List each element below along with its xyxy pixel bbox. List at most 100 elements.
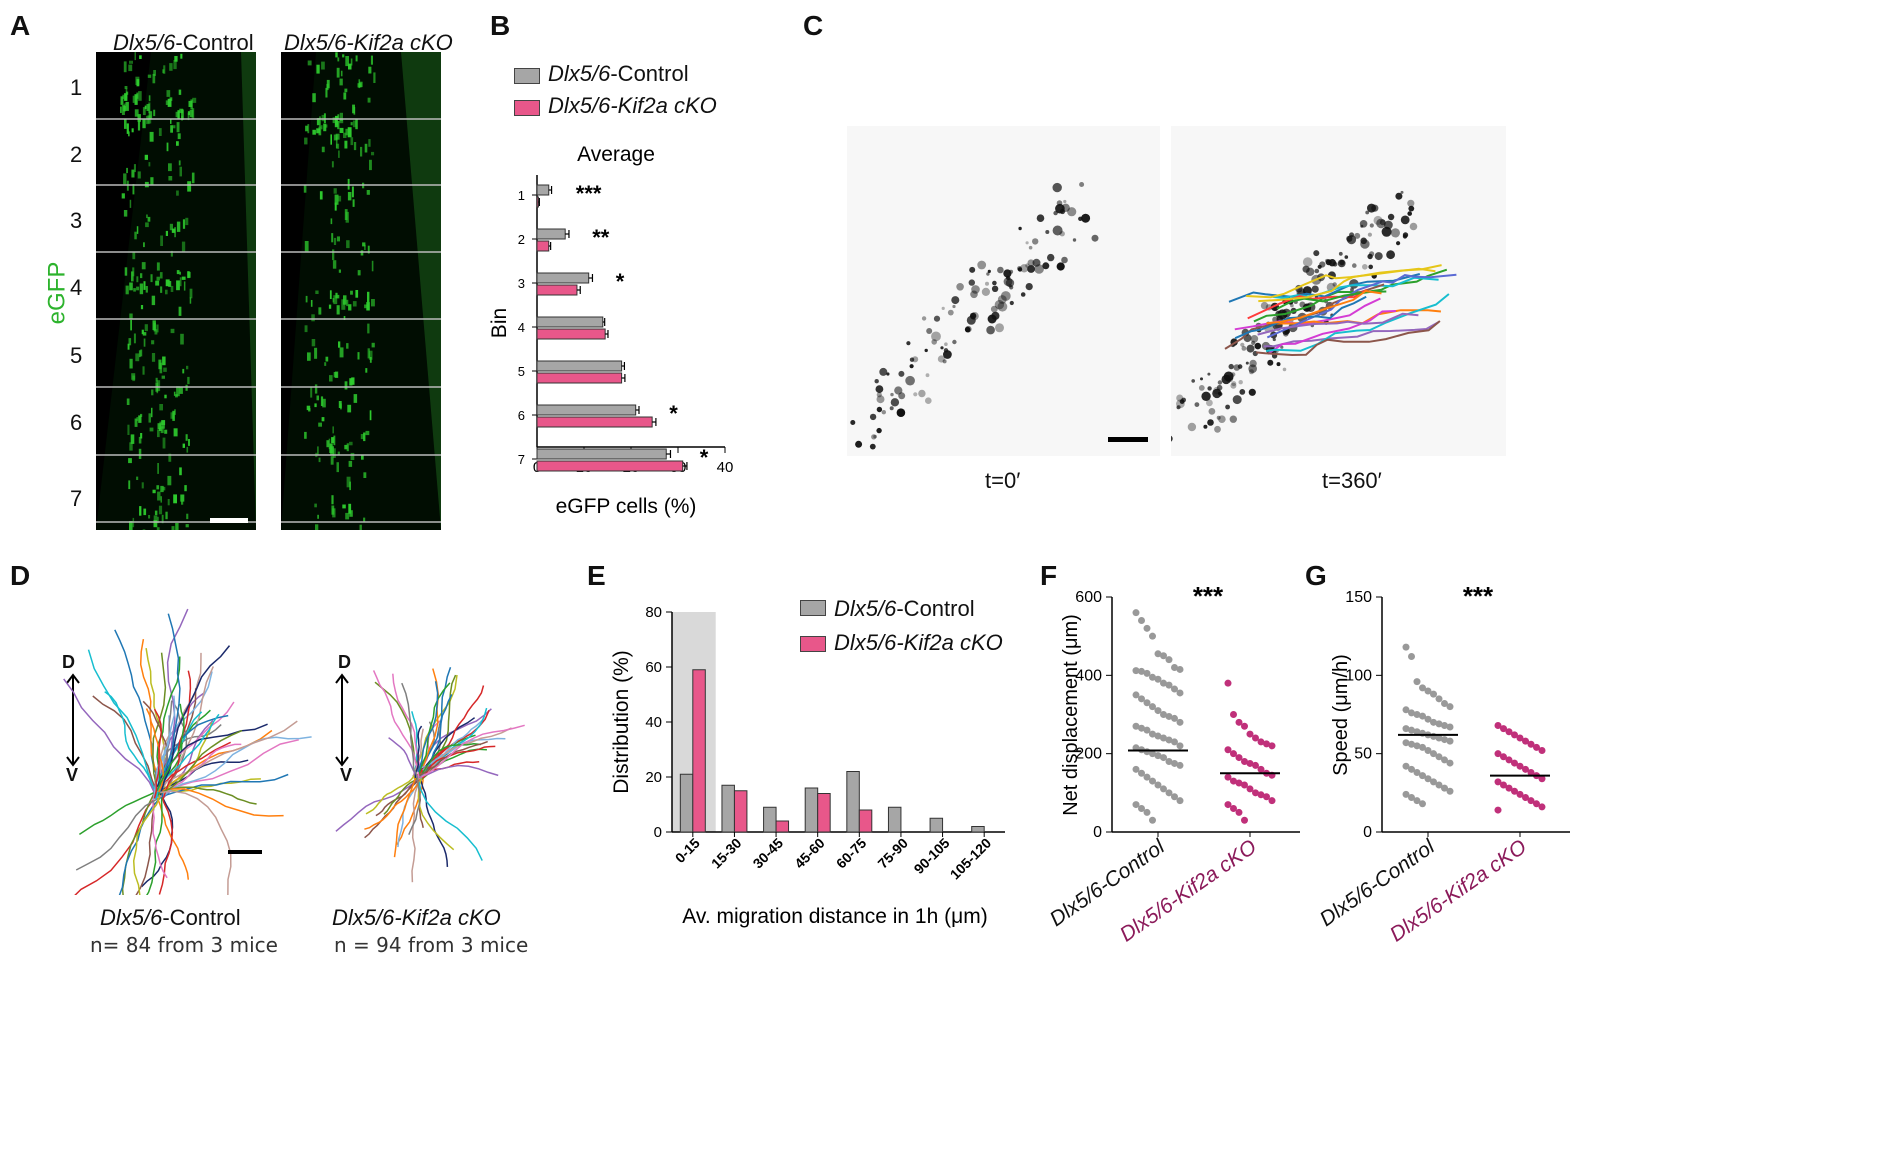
migration-track	[154, 788, 284, 817]
egfp-cell	[346, 443, 349, 452]
dv-arrow-head	[66, 673, 80, 684]
cell-track	[1258, 264, 1442, 303]
chart-b-bar-control	[536, 272, 590, 284]
cell-soma	[1053, 210, 1058, 216]
egfp-cell	[141, 482, 144, 489]
migration-track	[422, 745, 496, 779]
egfp-cell	[321, 61, 325, 70]
egfp-cell	[340, 403, 342, 410]
egfp-cell	[134, 109, 139, 117]
egfp-cell	[162, 486, 166, 491]
chart-b-bar-cko	[536, 196, 539, 208]
egfp-cell	[321, 114, 325, 122]
egfp-cell	[338, 150, 340, 158]
egfp-cell	[184, 485, 187, 492]
chart-b-y-tick-label: 1	[518, 188, 525, 203]
egfp-cell	[138, 436, 142, 444]
chart-b-bar-cko	[536, 416, 653, 428]
cell-soma	[898, 392, 906, 400]
egfp-cell	[339, 347, 344, 358]
egfp-cell	[332, 298, 335, 303]
chart-g-point	[1402, 762, 1410, 770]
panel-label-a: A	[10, 10, 31, 41]
chart-f-point	[1154, 732, 1162, 740]
chart-b-bar-cko	[536, 240, 550, 252]
egfp-cell	[344, 140, 348, 149]
egfp-cell	[142, 332, 147, 336]
panel-d-control-title: Dlx5/6-Control	[100, 905, 241, 930]
cell-soma	[1052, 182, 1062, 193]
egfp-cell	[153, 515, 158, 520]
egfp-cell	[145, 286, 148, 293]
cell-soma	[1239, 389, 1246, 395]
chart-f-point	[1165, 758, 1173, 765]
chart-f-point	[1149, 703, 1156, 711]
egfp-cell	[181, 109, 184, 120]
cell-soma	[1018, 226, 1022, 231]
egfp-cell	[157, 429, 160, 438]
cell-soma	[1225, 404, 1230, 410]
cell-soma	[896, 408, 906, 418]
egfp-cell	[187, 271, 191, 278]
cell-soma	[909, 364, 914, 369]
egfp-cell	[146, 104, 150, 111]
egfp-cell	[330, 456, 334, 465]
chart-f-point	[1160, 785, 1167, 793]
egfp-cell	[156, 384, 159, 394]
egfp-cell	[345, 128, 348, 136]
egfp-cell	[136, 226, 139, 234]
cell-soma	[951, 296, 960, 305]
egfp-cell	[127, 343, 130, 350]
cell-soma	[1212, 388, 1222, 399]
egfp-cell	[134, 52, 136, 61]
egfp-cell	[167, 98, 172, 107]
egfp-cell	[329, 290, 332, 299]
chart-f-point	[1176, 689, 1184, 697]
egfp-cell	[355, 290, 359, 298]
cell-soma	[1311, 285, 1319, 293]
egfp-cell	[336, 236, 340, 242]
cell-soma	[876, 395, 885, 404]
chart-g-point	[1408, 726, 1415, 734]
chart-b-bar-control	[536, 360, 623, 372]
egfp-cell	[134, 231, 137, 240]
egfp-cell	[136, 476, 139, 480]
chart-g-point	[1516, 762, 1524, 770]
cell-soma	[1267, 359, 1274, 366]
egfp-cell	[364, 304, 367, 309]
cell-soma	[1025, 241, 1029, 245]
chart-f-point	[1160, 734, 1167, 742]
chart-g-point	[1419, 772, 1426, 780]
cell-soma	[921, 316, 927, 321]
chart-b-bar-control	[536, 448, 667, 460]
egfp-cell	[143, 281, 146, 290]
cell-soma	[986, 272, 990, 276]
egfp-cell	[177, 133, 181, 140]
egfp-cell	[361, 455, 364, 460]
cell-soma	[970, 290, 978, 299]
chart-f-point	[1132, 609, 1140, 617]
cell-soma	[987, 269, 991, 273]
egfp-cell	[126, 398, 130, 405]
egfp-cell	[137, 120, 141, 131]
chart-g-point	[1494, 750, 1502, 758]
cell-soma	[1400, 190, 1404, 194]
egfp-cell	[357, 270, 361, 276]
chart-f-point	[1241, 781, 1248, 789]
egfp-cell	[154, 510, 158, 516]
migration-track	[159, 645, 231, 796]
egfp-cell	[176, 141, 179, 146]
chart-e-xlabel: Av. migration distance in 1h (μm)	[682, 905, 987, 928]
cell-soma	[1056, 262, 1065, 271]
egfp-cell	[162, 356, 166, 366]
egfp-cell	[189, 109, 194, 118]
egfp-cell	[326, 440, 329, 448]
chart-g-point	[1435, 781, 1443, 789]
egfp-cell	[181, 276, 186, 280]
egfp-cell	[138, 350, 141, 358]
egfp-cell	[363, 472, 367, 478]
chart-f-point	[1176, 665, 1184, 673]
cell-soma	[1386, 250, 1395, 260]
egfp-cell	[348, 460, 353, 467]
bin-label-4: 4	[70, 275, 83, 300]
